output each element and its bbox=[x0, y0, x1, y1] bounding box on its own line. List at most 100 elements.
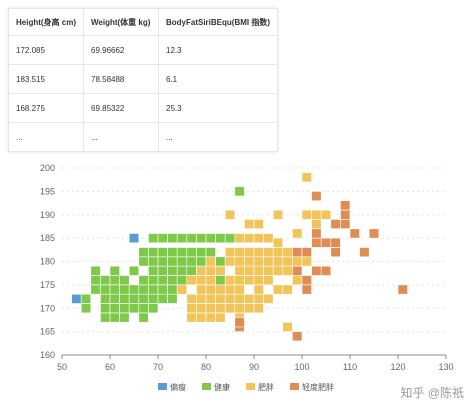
table-cell: ... bbox=[83, 122, 159, 152]
heatmap-cell bbox=[90, 275, 101, 286]
heatmap-cell bbox=[244, 247, 255, 258]
heatmap-cell bbox=[80, 303, 92, 314]
heatmap-cell bbox=[301, 284, 312, 295]
heatmap-cell bbox=[205, 265, 216, 276]
heatmap-cell bbox=[196, 233, 207, 244]
heatmap-cell bbox=[138, 312, 149, 323]
heatmap-cell bbox=[244, 265, 255, 276]
heatmap-cell bbox=[311, 228, 322, 239]
heatmap-cell bbox=[224, 303, 236, 314]
heatmap-cell bbox=[148, 303, 159, 314]
heatmap-cell bbox=[148, 265, 159, 276]
heatmap-cell bbox=[138, 284, 149, 295]
heatmap-cell bbox=[71, 293, 82, 304]
y-tick-label: 160 bbox=[40, 350, 55, 360]
heatmap-cell bbox=[186, 303, 197, 314]
heatmap-cell bbox=[109, 303, 120, 314]
heatmap-cell bbox=[138, 275, 149, 286]
table-row: 168.275 69.85322 25.3 bbox=[8, 93, 278, 123]
heatmap-cell bbox=[311, 237, 322, 248]
table-row: 183.515 78.58488 6.1 bbox=[8, 64, 278, 94]
heatmap-cell bbox=[272, 256, 284, 267]
heatmap-cell bbox=[244, 256, 255, 267]
heatmap-cell bbox=[205, 303, 216, 314]
heatmap-cell bbox=[292, 275, 303, 286]
heatmap-cell bbox=[148, 284, 159, 295]
heatmap-cell bbox=[330, 219, 341, 230]
table-cell: 25.3 bbox=[158, 93, 278, 123]
heatmap-cell bbox=[349, 228, 360, 239]
heatmap-cell bbox=[301, 209, 312, 220]
heatmap-cell bbox=[272, 284, 284, 295]
heatmap-cell bbox=[224, 293, 236, 304]
heatmap-cell bbox=[263, 293, 274, 304]
legend-swatch bbox=[158, 383, 167, 390]
heatmap-cell bbox=[119, 293, 130, 304]
heatmap-cell bbox=[224, 233, 236, 244]
heatmap-cell bbox=[253, 275, 264, 286]
heatmap-cell bbox=[272, 265, 284, 276]
table-row: ... ... ... bbox=[8, 122, 278, 152]
heatmap-cell bbox=[215, 275, 226, 286]
heatmap-cell bbox=[138, 303, 149, 314]
table-cell: ... bbox=[8, 122, 84, 152]
heatmap-cell bbox=[234, 186, 245, 197]
column-header-bmi: BodyFatSiriBEqu(BMI 指数) bbox=[158, 8, 278, 36]
heatmap-cell bbox=[272, 237, 284, 248]
heatmap-cell bbox=[215, 256, 226, 267]
table-cell: 69.96662 bbox=[83, 35, 159, 65]
heatmap-cell bbox=[167, 293, 178, 304]
heatmap-cell bbox=[234, 256, 245, 267]
heatmap-cell bbox=[253, 293, 264, 304]
heatmap-cell bbox=[128, 293, 140, 304]
heatmap-cell bbox=[320, 265, 332, 276]
heatmap-cell bbox=[224, 256, 236, 267]
heatmap-cell bbox=[109, 275, 120, 286]
legend-label: 偏瘦 bbox=[170, 382, 186, 392]
heatmap-cell bbox=[176, 265, 188, 276]
heatmap-cell bbox=[253, 233, 264, 244]
heatmap-cell bbox=[119, 303, 130, 314]
heatmap-cell bbox=[167, 265, 178, 276]
heatmap-cell bbox=[368, 228, 380, 239]
y-tick-label: 190 bbox=[40, 210, 55, 220]
heatmap-cell bbox=[157, 293, 168, 304]
heatmap-cell bbox=[80, 293, 92, 304]
heatmap-cell bbox=[234, 317, 245, 328]
heatmap-cell bbox=[253, 219, 264, 230]
heatmap-cell bbox=[109, 284, 120, 295]
heatmap-cell bbox=[292, 228, 303, 239]
heatmap-cell bbox=[311, 209, 322, 220]
heatmap-cell bbox=[157, 275, 168, 286]
heatmap-cell bbox=[205, 256, 216, 267]
heatmap-cell bbox=[176, 256, 188, 267]
heatmap-cell bbox=[224, 284, 236, 295]
heatmap-cell bbox=[282, 256, 293, 267]
heatmap-cell bbox=[100, 284, 111, 295]
heatmap-cell bbox=[263, 275, 274, 286]
heatmap-cell bbox=[224, 275, 236, 286]
heatmap-cell bbox=[234, 265, 245, 276]
heatmap-cell bbox=[253, 247, 264, 258]
heatmap-cell bbox=[320, 209, 332, 220]
heatmap-cell bbox=[234, 293, 245, 304]
x-tick-label: 50 bbox=[57, 362, 67, 372]
heatmap-cell bbox=[119, 284, 130, 295]
heatmap-cell bbox=[196, 303, 207, 314]
heatmap-cell bbox=[128, 303, 140, 314]
table-header-row: Height(身高 cm) Weight(体重 kg) BodyFatSiriB… bbox=[8, 8, 278, 36]
heatmap-cell bbox=[330, 237, 341, 248]
heatmap-cell bbox=[157, 265, 168, 276]
heatmap-cell bbox=[340, 200, 351, 211]
heatmap-cell bbox=[100, 312, 111, 323]
legend-swatch bbox=[246, 383, 255, 390]
heatmap-cell bbox=[186, 247, 197, 258]
heatmap-cell bbox=[234, 284, 245, 295]
heatmap-cell bbox=[186, 312, 197, 323]
heatmap-cell bbox=[109, 312, 120, 323]
x-tick-label: 80 bbox=[201, 362, 211, 372]
heatmap-cell bbox=[301, 172, 312, 183]
heatmap-cell bbox=[205, 293, 216, 304]
table-cell: 12.3 bbox=[158, 35, 278, 65]
heatmap-cell bbox=[311, 191, 322, 202]
